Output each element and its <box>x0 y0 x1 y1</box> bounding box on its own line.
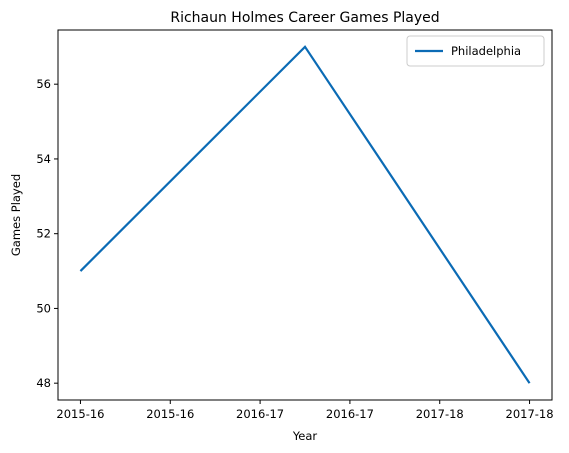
plot-area: 48 50 52 54 56 2015-16 2015-16 2016-17 2016-17 20… <box>36 29 554 421</box>
series-line-philadelphia <box>79 45 531 384</box>
x-tick-label: 2015-16 <box>146 407 194 421</box>
x-tick-label: 2017-18 <box>416 407 464 421</box>
x-tick-label: 2016-17 <box>236 407 284 421</box>
plot-frame <box>57 29 553 401</box>
chart-title: Richaun Holmes Career Games Played <box>170 10 439 26</box>
y-tick-label: 56 <box>36 77 51 91</box>
x-axis-label: Year <box>292 429 318 443</box>
legend-box <box>406 35 545 67</box>
y-tick-label: 52 <box>36 227 51 241</box>
legend: Philadelphia <box>406 35 545 67</box>
y-tick-label: 54 <box>36 152 51 166</box>
legend-label: Philadelphia <box>451 44 521 58</box>
x-tick-label: 2017-18 <box>506 407 554 421</box>
x-tick-label: 2015-16 <box>56 407 104 421</box>
y-axis-label: Games Played <box>9 174 23 256</box>
y-tick-label: 48 <box>36 376 51 390</box>
x-tick-label: 2016-17 <box>326 407 374 421</box>
y-tick-label: 50 <box>36 301 51 315</box>
